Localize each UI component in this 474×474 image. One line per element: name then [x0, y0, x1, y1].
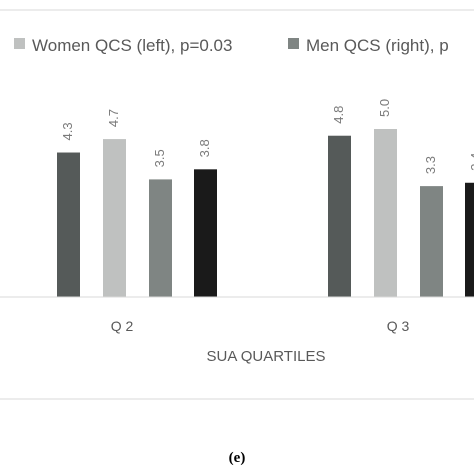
bar-q3-series-3: [420, 186, 443, 297]
legend-label-men: Men QCS (right), p: [306, 36, 449, 55]
bars: [57, 129, 474, 297]
legend-swatch-men: [288, 38, 299, 49]
x-axis-title: SUA QUARTILES: [207, 348, 326, 365]
bar-q2-series-2: [103, 139, 126, 297]
value-label-q3-series-1: 4.8: [331, 106, 346, 124]
legend: Women QCS (left), p=0.03 Men QCS (right)…: [14, 36, 449, 55]
value-label-q3-series-3: 3.3: [423, 156, 438, 174]
value-labels: 4.3 4.8 4.7 5.0 3.5 3.3 3.8 3.4: [60, 99, 474, 174]
value-label-q2-series-2: 4.7: [106, 109, 121, 127]
bar-q2-series-1: [57, 152, 80, 297]
bar-q3-series-4: [465, 182, 474, 297]
bar-q3-series-2: [374, 129, 397, 297]
value-label-q2-series-1: 4.3: [60, 122, 75, 140]
bar-q3-series-1: [328, 135, 351, 297]
legend-label-women: Women QCS (left), p=0.03: [32, 36, 232, 55]
category-label-q2: Q 2: [111, 318, 134, 334]
legend-swatch-women: [14, 38, 25, 49]
figure-caption: (e): [229, 450, 246, 466]
value-label-q3-series-4: 3.4: [468, 153, 474, 171]
value-label-q2-series-4: 3.8: [197, 139, 212, 157]
category-label-q3: Q 3: [387, 318, 410, 334]
bar-q2-series-4: [194, 169, 217, 297]
bar-q2-series-3: [149, 179, 172, 297]
value-label-q2-series-3: 3.5: [152, 149, 167, 167]
value-label-q3-series-2: 5.0: [377, 99, 392, 117]
